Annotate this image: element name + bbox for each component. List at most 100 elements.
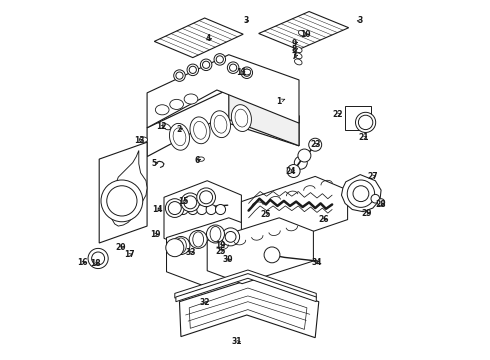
Polygon shape	[207, 218, 314, 284]
Text: 26: 26	[318, 215, 329, 224]
Circle shape	[176, 72, 183, 79]
Circle shape	[187, 64, 198, 76]
Ellipse shape	[294, 53, 302, 59]
Text: 10: 10	[300, 30, 311, 39]
Text: 30: 30	[222, 256, 233, 264]
Ellipse shape	[193, 232, 204, 247]
Circle shape	[178, 204, 188, 215]
Circle shape	[101, 180, 143, 222]
Circle shape	[197, 188, 216, 207]
Polygon shape	[111, 150, 147, 226]
Ellipse shape	[231, 105, 251, 131]
Text: 22: 22	[333, 110, 343, 119]
Text: 13: 13	[135, 136, 145, 145]
Circle shape	[353, 186, 369, 202]
Text: 17: 17	[124, 251, 134, 259]
Circle shape	[169, 202, 181, 215]
Ellipse shape	[243, 69, 251, 75]
Polygon shape	[176, 274, 316, 302]
Circle shape	[294, 156, 307, 169]
Ellipse shape	[170, 123, 190, 150]
Circle shape	[229, 64, 237, 71]
Text: 12: 12	[156, 122, 167, 131]
Text: 27: 27	[368, 172, 378, 181]
Circle shape	[264, 247, 280, 263]
Circle shape	[174, 70, 185, 81]
Circle shape	[202, 61, 210, 68]
Circle shape	[200, 59, 212, 71]
Ellipse shape	[210, 226, 221, 242]
Polygon shape	[179, 279, 319, 338]
Ellipse shape	[173, 128, 186, 146]
Text: 24: 24	[286, 166, 296, 176]
Circle shape	[107, 186, 137, 216]
Ellipse shape	[214, 115, 227, 133]
Text: 19: 19	[215, 241, 226, 250]
Text: 33: 33	[185, 248, 196, 257]
Text: 3: 3	[243, 17, 249, 26]
Ellipse shape	[235, 109, 248, 127]
Circle shape	[197, 204, 207, 215]
Circle shape	[356, 112, 376, 132]
Text: 18: 18	[90, 259, 101, 268]
Text: 8: 8	[292, 45, 297, 54]
Ellipse shape	[163, 123, 171, 130]
Circle shape	[241, 67, 252, 78]
Text: 11: 11	[236, 68, 246, 77]
Ellipse shape	[194, 121, 206, 139]
Text: 25: 25	[215, 247, 226, 256]
Polygon shape	[229, 89, 299, 146]
Ellipse shape	[211, 111, 231, 138]
Polygon shape	[167, 218, 268, 286]
Ellipse shape	[198, 157, 204, 161]
Circle shape	[184, 196, 197, 209]
Text: 34: 34	[311, 258, 321, 266]
Ellipse shape	[298, 30, 305, 36]
Ellipse shape	[190, 117, 210, 144]
Text: 32: 32	[199, 298, 210, 307]
Polygon shape	[154, 18, 243, 58]
Circle shape	[216, 56, 223, 63]
Circle shape	[225, 231, 236, 242]
Circle shape	[371, 194, 380, 203]
Circle shape	[309, 138, 321, 151]
Text: 6: 6	[195, 156, 200, 165]
Circle shape	[172, 237, 190, 255]
Circle shape	[358, 115, 373, 130]
Circle shape	[166, 199, 184, 217]
Polygon shape	[342, 175, 381, 212]
Ellipse shape	[294, 47, 302, 53]
Text: 4: 4	[206, 35, 211, 44]
Circle shape	[88, 248, 108, 269]
Ellipse shape	[140, 137, 147, 143]
Ellipse shape	[170, 99, 183, 109]
Polygon shape	[164, 181, 242, 252]
Polygon shape	[189, 288, 307, 329]
Circle shape	[169, 204, 179, 215]
Text: 28: 28	[376, 200, 387, 209]
Circle shape	[92, 252, 104, 265]
Circle shape	[189, 66, 196, 73]
Text: 23: 23	[310, 140, 320, 149]
Text: 25: 25	[261, 210, 271, 219]
Circle shape	[189, 230, 207, 248]
Text: 20: 20	[116, 243, 126, 252]
Text: 16: 16	[77, 258, 88, 267]
Circle shape	[287, 165, 300, 177]
Circle shape	[214, 54, 225, 65]
Text: 31: 31	[232, 338, 243, 346]
Text: 21: 21	[359, 133, 369, 142]
Polygon shape	[259, 12, 349, 50]
Polygon shape	[99, 142, 147, 243]
Polygon shape	[242, 176, 347, 245]
Polygon shape	[147, 89, 299, 157]
Circle shape	[227, 62, 239, 73]
Circle shape	[206, 204, 216, 215]
Circle shape	[347, 180, 374, 207]
Circle shape	[216, 204, 225, 215]
Ellipse shape	[184, 94, 198, 104]
Text: 1: 1	[276, 97, 285, 106]
Circle shape	[206, 225, 224, 243]
Text: 7: 7	[292, 52, 297, 61]
Text: 9: 9	[292, 39, 297, 48]
